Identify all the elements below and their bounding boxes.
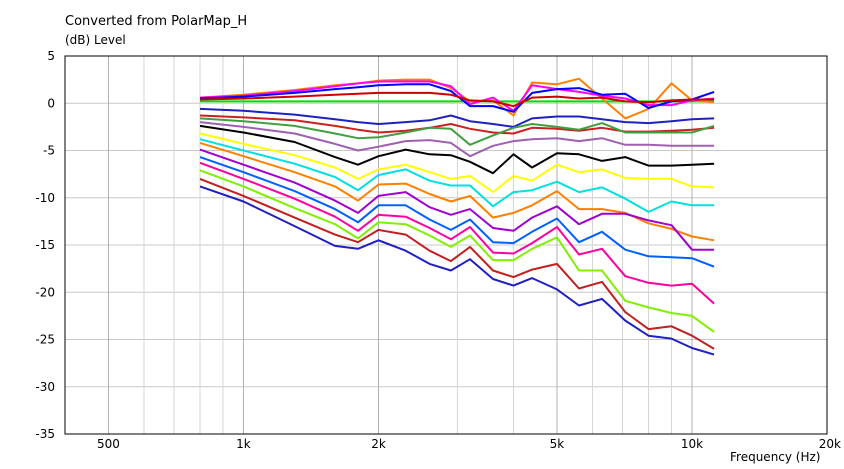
y-tick-label: -35	[35, 427, 55, 441]
series-line-16	[199, 161, 715, 305]
x-axis-label: Frequency (Hz)	[730, 450, 821, 464]
x-tick-label: 500	[97, 437, 120, 451]
series-lines	[199, 77, 715, 356]
series-line-4	[199, 83, 715, 113]
y-tick-label: -15	[35, 238, 55, 252]
series-line-13	[199, 141, 715, 242]
y-tick-label: -10	[35, 191, 55, 205]
y-tick-label: -30	[35, 380, 55, 394]
y-tick-labels: 5 0 -5 -10 -15 -20 -25 -30 -35	[35, 49, 55, 441]
y-tick-label: 5	[47, 49, 55, 63]
x-tick-label: 2k	[371, 437, 386, 451]
series-line-6	[199, 107, 715, 128]
chart-title: Converted from PolarMap_H	[65, 14, 248, 29]
series-line-11	[199, 132, 715, 194]
y-tick-label: -20	[35, 285, 55, 299]
series-line-17	[199, 169, 715, 333]
series-line-8	[199, 117, 715, 146]
series-line-15	[199, 156, 715, 268]
series-line-14	[199, 148, 715, 251]
series-line-5	[199, 91, 715, 108]
x-tick-label: 20k	[819, 437, 841, 451]
x-tick-label: 10k	[681, 437, 703, 451]
x-tick-label: 1k	[236, 437, 251, 451]
y-tick-label: -5	[43, 144, 55, 158]
y-tick-label: 0	[47, 96, 55, 110]
y-axis-label: (dB) Level	[65, 33, 126, 47]
x-tick-label: 5k	[550, 437, 565, 451]
x-tick-labels: 500 1k 2k 5k 10k 20k	[97, 437, 841, 451]
y-tick-label: -25	[35, 333, 55, 347]
series-line-9	[199, 121, 715, 158]
series-line-18	[199, 177, 715, 350]
series-line-19	[199, 185, 715, 356]
series-line-12	[199, 138, 715, 213]
plot-frame	[64, 55, 828, 435]
series-line-10	[199, 124, 715, 175]
